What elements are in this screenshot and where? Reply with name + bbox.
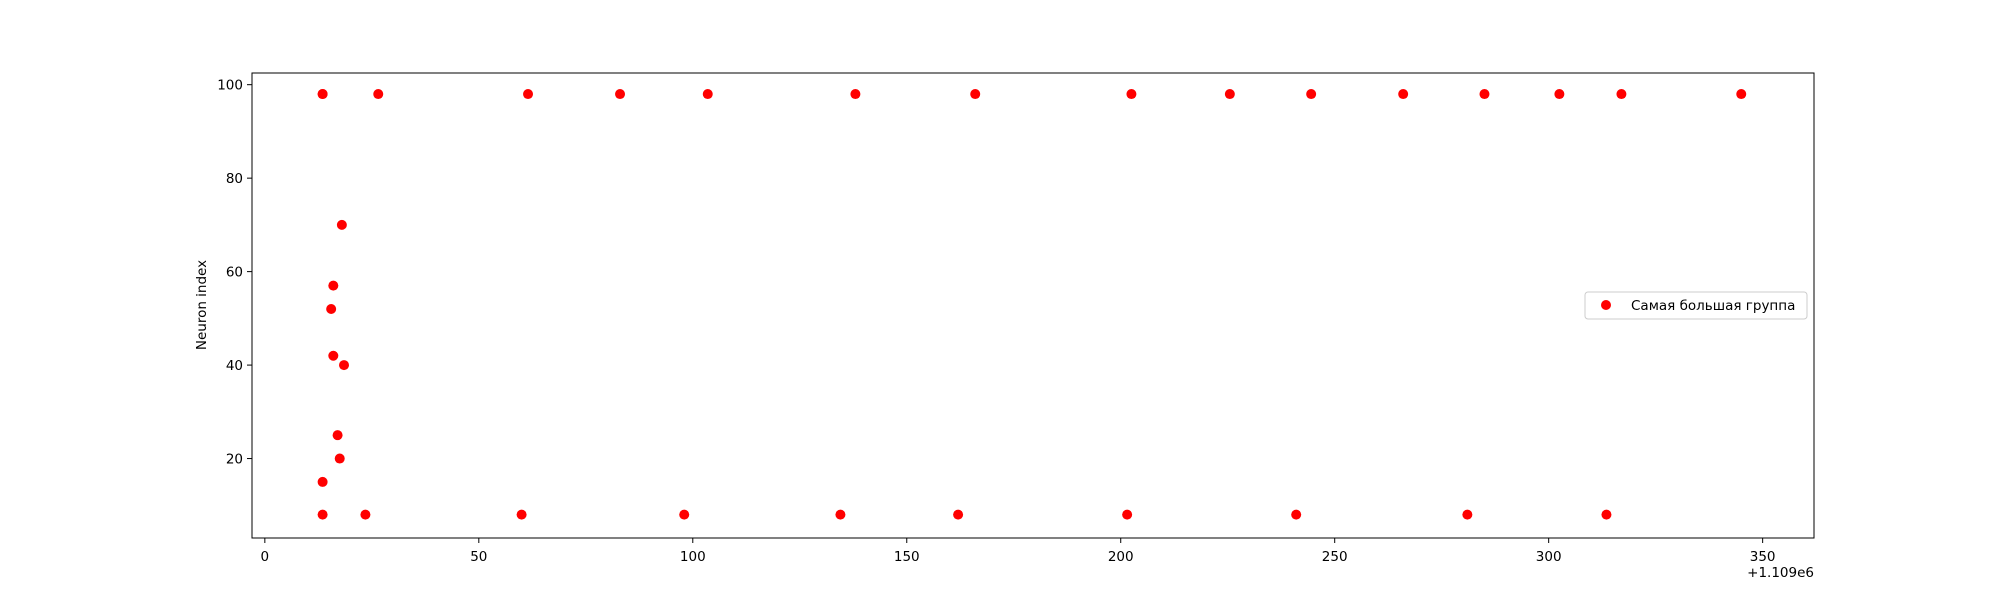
x-tick-label: 300	[1536, 549, 1562, 565]
x-tick-label: 50	[470, 549, 487, 565]
x-axis: 0 50 100 150 200 250 300 350	[261, 538, 1776, 565]
data-point	[1601, 509, 1612, 520]
data-point	[326, 304, 337, 315]
data-point	[332, 430, 343, 441]
plot-area-frame	[251, 72, 1815, 539]
data-point	[1306, 89, 1317, 100]
data-point	[1479, 89, 1490, 100]
x-tick-label: 250	[1322, 549, 1348, 565]
data-point	[336, 219, 347, 230]
y-tick-label: 40	[226, 358, 243, 374]
data-point	[702, 89, 713, 100]
data-point	[317, 476, 328, 487]
x-tick-label: 0	[261, 549, 270, 565]
y-tick-label: 20	[226, 452, 243, 468]
legend-label: Самая большая группа	[1631, 298, 1795, 314]
data-point	[317, 89, 328, 100]
data-point	[373, 89, 384, 100]
x-tick-label: 200	[1108, 549, 1134, 565]
y-axis-label: Neuron index	[194, 260, 210, 350]
legend-marker	[1601, 300, 1611, 310]
data-point	[1398, 89, 1409, 100]
data-point	[1126, 89, 1137, 100]
data-points-group	[317, 89, 1747, 520]
data-point	[328, 280, 339, 291]
x-axis-offset-label: +1.109e6	[1747, 565, 1814, 581]
data-point	[1291, 509, 1302, 520]
y-tick-label: 60	[226, 265, 243, 281]
data-point	[1462, 509, 1473, 520]
data-point	[835, 509, 846, 520]
y-tick-label: 80	[226, 171, 243, 187]
y-axis: 20 40 60 80 100	[217, 78, 252, 468]
data-point	[1616, 89, 1627, 100]
data-point	[317, 509, 328, 520]
x-tick-label: 150	[894, 549, 920, 565]
data-point	[679, 509, 690, 520]
x-tick-label: 100	[680, 549, 706, 565]
data-point	[1554, 89, 1565, 100]
x-tick-label: 350	[1750, 549, 1776, 565]
data-point	[1224, 89, 1235, 100]
legend-frame	[1584, 291, 1808, 320]
data-point	[334, 453, 345, 464]
data-point	[615, 89, 626, 100]
data-point	[953, 509, 964, 520]
data-point	[360, 509, 371, 520]
data-point	[850, 89, 861, 100]
legend: Самая большая группа	[1584, 291, 1808, 320]
data-point	[328, 350, 339, 361]
data-point	[1736, 89, 1747, 100]
data-point	[1122, 509, 1133, 520]
data-point	[970, 89, 981, 100]
y-tick-label: 100	[217, 78, 243, 94]
data-point	[516, 509, 527, 520]
data-point	[523, 89, 534, 100]
data-point	[339, 360, 350, 371]
